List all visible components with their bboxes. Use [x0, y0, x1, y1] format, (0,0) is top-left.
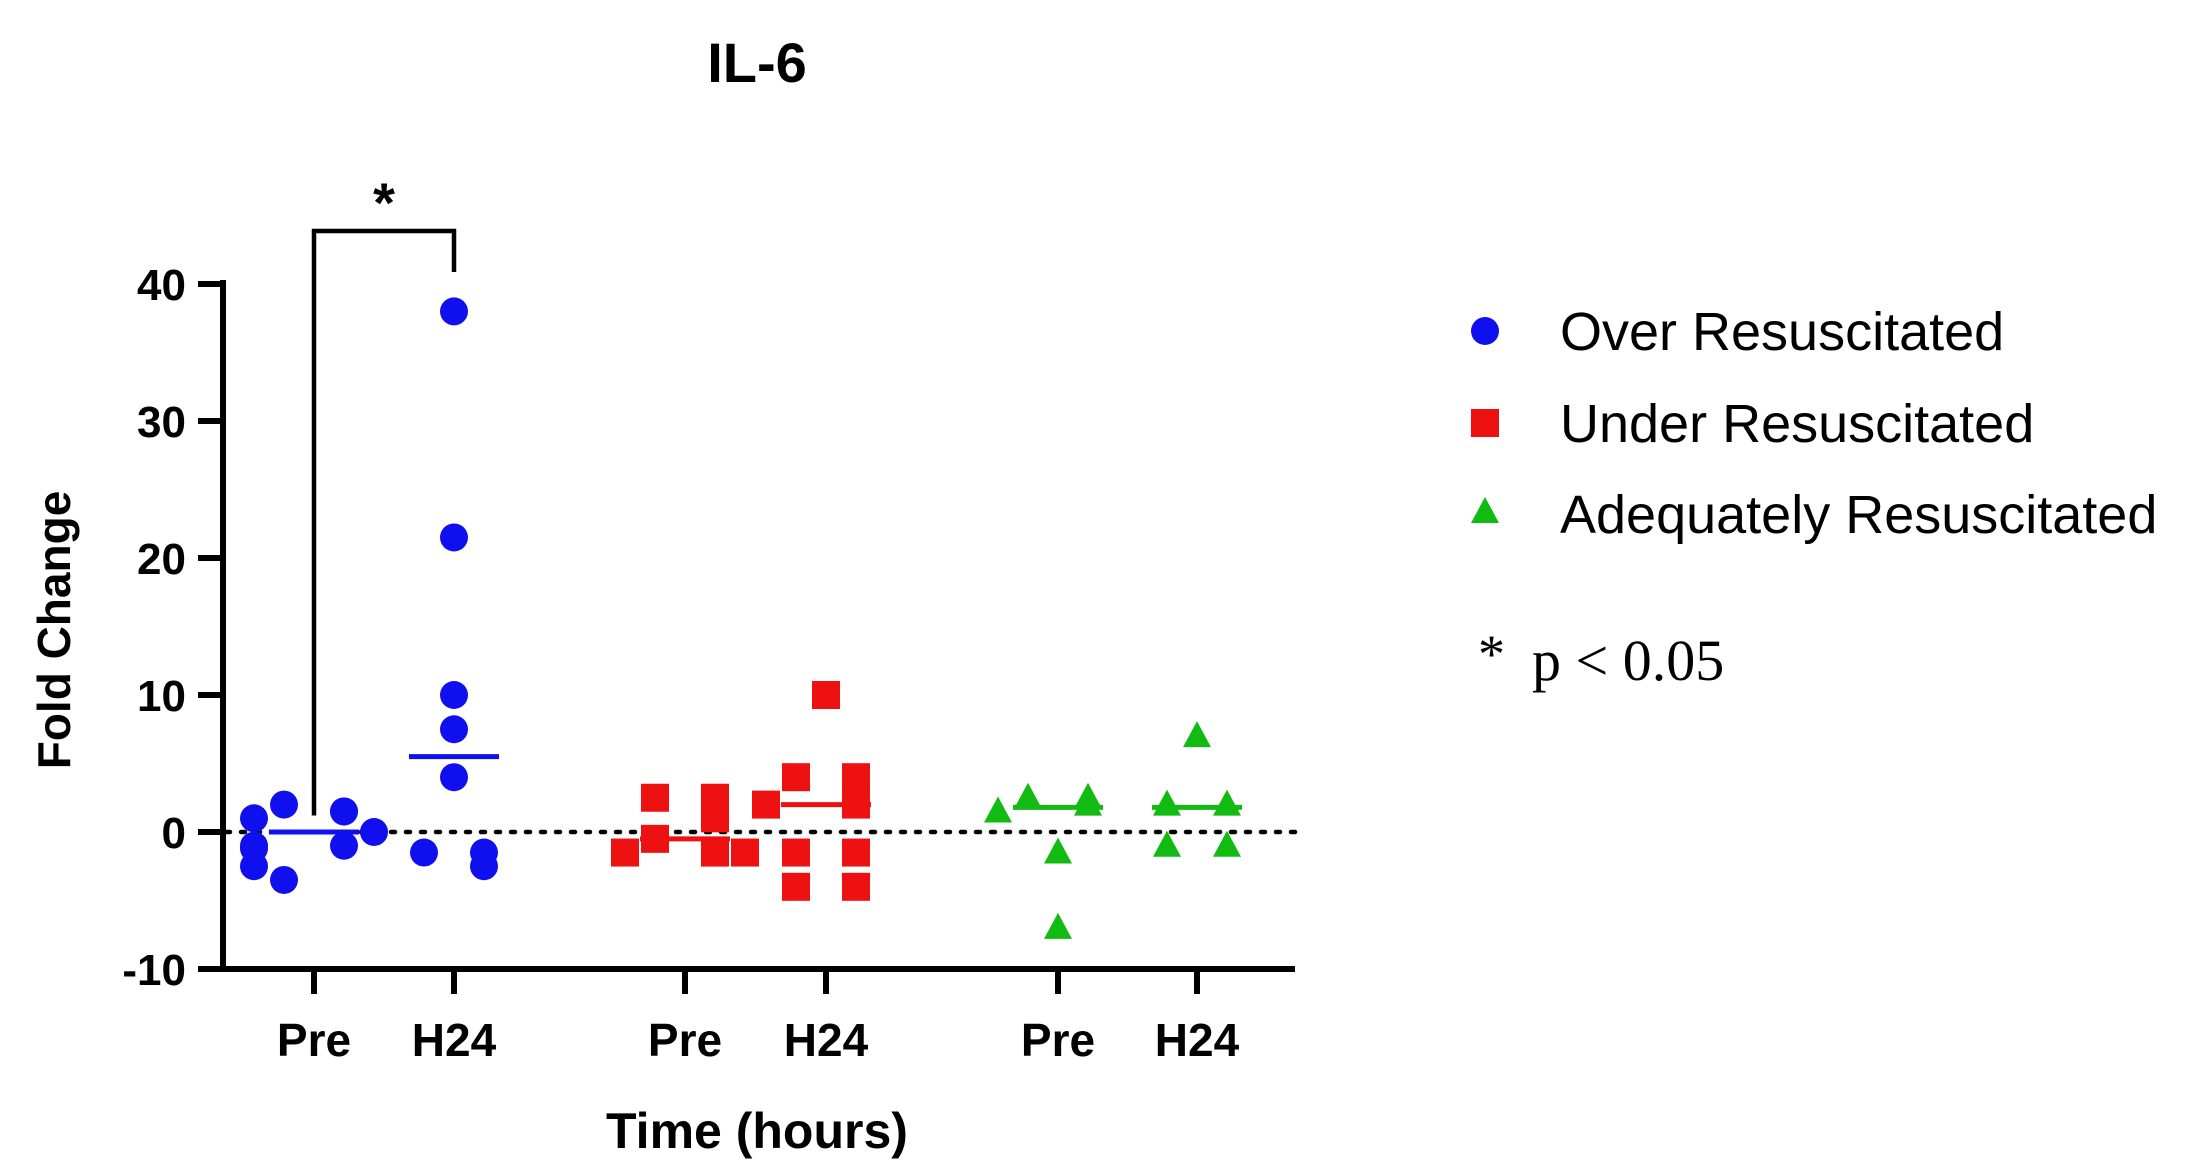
- data-point-square: [782, 838, 810, 867]
- data-point-circle: [410, 838, 438, 867]
- data-point-square: [641, 783, 669, 812]
- data-point-square: [782, 872, 810, 901]
- data-point-triangle: [1044, 837, 1072, 864]
- data-point-square: [731, 838, 759, 867]
- median-lines: [269, 754, 1242, 842]
- footnote-text: p < 0.05: [1532, 628, 1724, 693]
- data-point-triangle: [1153, 830, 1181, 857]
- data-point-circle: [440, 763, 468, 792]
- data-point-square: [752, 790, 780, 819]
- data-point-square: [812, 681, 840, 709]
- data-point-triangle: [1213, 830, 1241, 857]
- x-tick-label: Pre: [648, 1014, 722, 1066]
- data-point-square: [701, 804, 729, 833]
- significance-label: *: [373, 171, 395, 234]
- legend-item: Over Resuscitated: [1471, 302, 2004, 362]
- data-point-circle: [270, 865, 298, 894]
- x-tick-label: Pre: [277, 1014, 351, 1066]
- significance-bracket: *: [311, 171, 457, 816]
- legend-label: Under Resuscitated: [1560, 394, 2034, 454]
- y-tick-label: 40: [137, 261, 186, 310]
- data-point-triangle: [1014, 782, 1042, 809]
- data-point-circle: [360, 818, 388, 846]
- legend-marker-circle: [1471, 317, 1499, 345]
- data-point-triangle: [1044, 912, 1072, 939]
- data-point-circle: [440, 681, 468, 709]
- data-point-circle: [240, 852, 268, 881]
- data-point-circle: [470, 852, 498, 881]
- x-tick-label: H24: [1155, 1014, 1240, 1066]
- y-tick-label: 30: [137, 398, 186, 447]
- legend: Over Resuscitated Under Resuscitated Adequ…: [1471, 302, 2157, 545]
- data-point-square: [842, 838, 870, 867]
- legend-item: Adequately Resuscitated: [1471, 485, 2157, 545]
- x-tick-label: H24: [784, 1014, 869, 1066]
- data-point-circle: [240, 804, 268, 833]
- data-point-circle: [240, 831, 268, 860]
- x-tick-label: H24: [412, 1014, 497, 1066]
- data-point-circle: [440, 297, 468, 326]
- data-point-triangle: [1153, 789, 1181, 816]
- x-ticks: Pre H24 Pre H24 Pre H24: [277, 969, 1240, 1066]
- data-point-triangle: [984, 796, 1012, 823]
- data-point-square: [782, 763, 810, 792]
- y-tick-label: -10: [122, 946, 186, 995]
- legend-label: Adequately Resuscitated: [1560, 485, 2157, 545]
- legend-label: Over Resuscitated: [1560, 302, 2004, 362]
- data-point-triangle: [1183, 721, 1211, 748]
- data-point-circle: [330, 797, 358, 826]
- footnote-symbol: *: [1478, 624, 1505, 684]
- y-tick-label: 0: [162, 809, 186, 858]
- x-tick-label: Pre: [1021, 1014, 1095, 1066]
- data-point-circle: [270, 790, 298, 819]
- data-point-square: [842, 763, 870, 792]
- significance-bracket-line: [311, 228, 457, 816]
- legend-marker-square: [1471, 409, 1499, 437]
- y-tick-label: 20: [137, 535, 186, 584]
- data-point-circle: [440, 523, 468, 552]
- y-tick-label: 10: [137, 672, 186, 721]
- legend-marker-triangle: [1471, 497, 1499, 523]
- y-ticks: -10 0 10 20 30 40: [122, 261, 223, 995]
- legend-item: Under Resuscitated: [1471, 394, 2034, 454]
- data-points: [240, 297, 1241, 939]
- y-axis-label: Fold Change: [28, 491, 80, 770]
- data-point-triangle: [1213, 789, 1241, 816]
- x-axis-label: Time (hours): [606, 1103, 908, 1159]
- data-point-circle: [440, 715, 468, 744]
- chart-title: IL-6: [707, 31, 807, 94]
- data-point-square: [701, 838, 729, 867]
- data-point-square: [611, 838, 639, 867]
- data-point-circle: [330, 831, 358, 860]
- data-point-square: [842, 872, 870, 901]
